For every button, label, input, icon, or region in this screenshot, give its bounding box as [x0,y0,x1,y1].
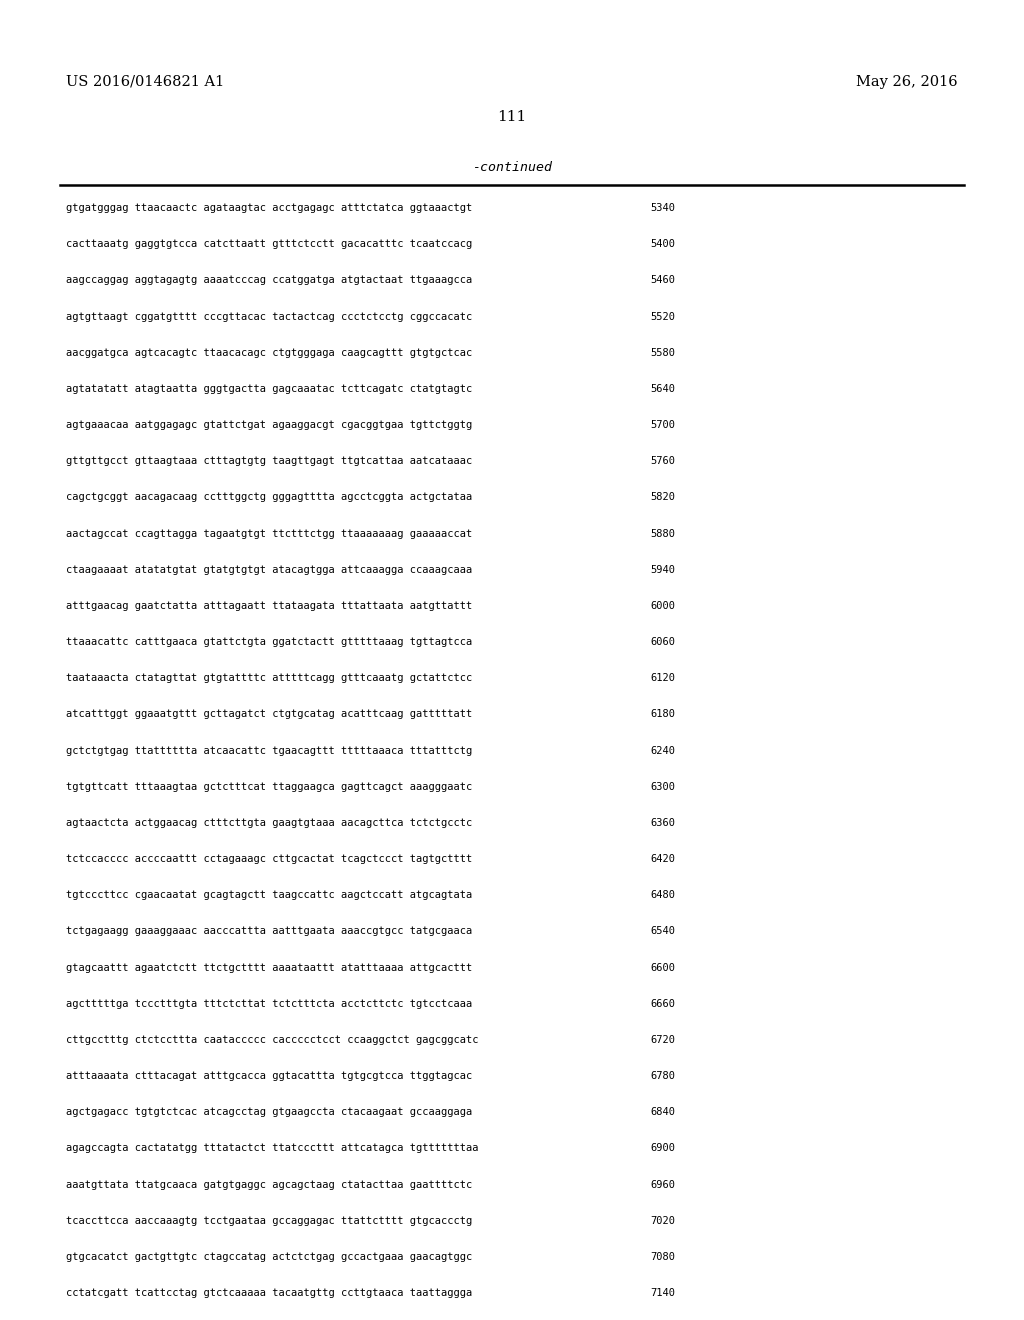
Text: 6240: 6240 [650,746,675,755]
Text: agctgagacc tgtgtctcac atcagcctag gtgaagccta ctacaagaat gccaaggaga: agctgagacc tgtgtctcac atcagcctag gtgaagc… [66,1107,472,1117]
Text: 5640: 5640 [650,384,675,393]
Text: aactagccat ccagttagga tagaatgtgt ttctttctgg ttaaaaaaag gaaaaaccat: aactagccat ccagttagga tagaatgtgt ttctttc… [66,528,472,539]
Text: agagccagta cactatatgg tttatactct ttatcccttt attcatagca tgtttttttaa: agagccagta cactatatgg tttatactct ttatccc… [66,1143,478,1154]
Text: tctccacccc accccaattt cctagaaagc cttgcactat tcagctccct tagtgctttt: tctccacccc accccaattt cctagaaagc cttgcac… [66,854,472,865]
Text: aaatgttata ttatgcaaca gatgtgaggc agcagctaag ctatacttaa gaattttctc: aaatgttata ttatgcaaca gatgtgaggc agcagct… [66,1180,472,1189]
Text: 6120: 6120 [650,673,675,684]
Text: cacttaaatg gaggtgtcca catcttaatt gtttctcctt gacacatttc tcaatccacg: cacttaaatg gaggtgtcca catcttaatt gtttctc… [66,239,472,249]
Text: atttgaacag gaatctatta atttagaatt ttataagata tttattaata aatgttattt: atttgaacag gaatctatta atttagaatt ttataag… [66,601,472,611]
Text: 6420: 6420 [650,854,675,865]
Text: -continued: -continued [472,161,552,174]
Text: tgtgttcatt tttaaagtaa gctctttcat ttaggaagca gagttcagct aaagggaatc: tgtgttcatt tttaaagtaa gctctttcat ttaggaa… [66,781,472,792]
Text: 6540: 6540 [650,927,675,936]
Text: 6600: 6600 [650,962,675,973]
Text: aacggatgca agtcacagtc ttaacacagc ctgtgggaga caagcagttt gtgtgctcac: aacggatgca agtcacagtc ttaacacagc ctgtggg… [66,347,472,358]
Text: 7140: 7140 [650,1288,675,1298]
Text: atcatttggt ggaaatgttt gcttagatct ctgtgcatag acatttcaag gatttttatt: atcatttggt ggaaatgttt gcttagatct ctgtgca… [66,709,472,719]
Text: 6060: 6060 [650,638,675,647]
Text: agtaactcta actggaacag ctttcttgta gaagtgtaaa aacagcttca tctctgcctc: agtaactcta actggaacag ctttcttgta gaagtgt… [66,818,472,828]
Text: 7020: 7020 [650,1216,675,1226]
Text: 7080: 7080 [650,1251,675,1262]
Text: 6300: 6300 [650,781,675,792]
Text: gtgatgggag ttaacaactc agataagtac acctgagagc atttctatca ggtaaactgt: gtgatgggag ttaacaactc agataagtac acctgag… [66,203,472,213]
Text: agtatatatt atagtaatta gggtgactta gagcaaatac tcttcagatc ctatgtagtc: agtatatatt atagtaatta gggtgactta gagcaaa… [66,384,472,393]
Text: gtagcaattt agaatctctt ttctgctttt aaaataattt atatttaaaa attgcacttt: gtagcaattt agaatctctt ttctgctttt aaaataa… [66,962,472,973]
Text: 6360: 6360 [650,818,675,828]
Text: 6840: 6840 [650,1107,675,1117]
Text: 6000: 6000 [650,601,675,611]
Text: ctaagaaaat atatatgtat gtatgtgtgt atacagtgga attcaaagga ccaaagcaaa: ctaagaaaat atatatgtat gtatgtgtgt atacagt… [66,565,472,574]
Text: 6720: 6720 [650,1035,675,1045]
Text: 6660: 6660 [650,999,675,1008]
Text: aagccaggag aggtagagtg aaaatcccag ccatggatga atgtactaat ttgaaagcca: aagccaggag aggtagagtg aaaatcccag ccatgga… [66,276,472,285]
Text: ttaaacattc catttgaaca gtattctgta ggatctactt gtttttaaag tgttagtcca: ttaaacattc catttgaaca gtattctgta ggatcta… [66,638,472,647]
Text: 5460: 5460 [650,276,675,285]
Text: 5580: 5580 [650,347,675,358]
Text: tctgagaagg gaaaggaaac aacccattta aatttgaata aaaccgtgcc tatgcgaaca: tctgagaagg gaaaggaaac aacccattta aatttga… [66,927,472,936]
Text: agtgttaagt cggatgtttt cccgttacac tactactcag ccctctcctg cggccacatc: agtgttaagt cggatgtttt cccgttacac tactact… [66,312,472,322]
Text: gctctgtgag ttatttttta atcaacattc tgaacagttt tttttaaaca tttatttctg: gctctgtgag ttatttttta atcaacattc tgaacag… [66,746,472,755]
Text: 6900: 6900 [650,1143,675,1154]
Text: 6780: 6780 [650,1071,675,1081]
Text: 6180: 6180 [650,709,675,719]
Text: agtgaaacaa aatggagagc gtattctgat agaaggacgt cgacggtgaa tgttctggtg: agtgaaacaa aatggagagc gtattctgat agaagga… [66,420,472,430]
Text: gtgcacatct gactgttgtc ctagccatag actctctgag gccactgaaa gaacagtggc: gtgcacatct gactgttgtc ctagccatag actctct… [66,1251,472,1262]
Text: 5820: 5820 [650,492,675,503]
Text: cctatcgatt tcattcctag gtctcaaaaa tacaatgttg ccttgtaaca taattaggga: cctatcgatt tcattcctag gtctcaaaaa tacaatg… [66,1288,472,1298]
Text: US 2016/0146821 A1: US 2016/0146821 A1 [66,75,224,88]
Text: 5940: 5940 [650,565,675,574]
Text: 5340: 5340 [650,203,675,213]
Text: 5760: 5760 [650,457,675,466]
Text: 5880: 5880 [650,528,675,539]
Text: agctttttga tccctttgta tttctcttat tctctttcta acctcttctc tgtcctcaaa: agctttttga tccctttgta tttctcttat tctcttt… [66,999,472,1008]
Text: 5700: 5700 [650,420,675,430]
Text: atttaaaata ctttacagat atttgcacca ggtacattta tgtgcgtcca ttggtagcac: atttaaaata ctttacagat atttgcacca ggtacat… [66,1071,472,1081]
Text: gttgttgcct gttaagtaaa ctttagtgtg taagttgagt ttgtcattaa aatcataaac: gttgttgcct gttaagtaaa ctttagtgtg taagttg… [66,457,472,466]
Text: cagctgcggt aacagacaag cctttggctg gggagtttta agcctcggta actgctataa: cagctgcggt aacagacaag cctttggctg gggagtt… [66,492,472,503]
Text: cttgcctttg ctctccttta caataccccc caccccctcct ccaaggctct gagcggcatc: cttgcctttg ctctccttta caataccccc caccccc… [66,1035,478,1045]
Text: 111: 111 [498,110,526,124]
Text: May 26, 2016: May 26, 2016 [856,75,958,88]
Text: 6960: 6960 [650,1180,675,1189]
Text: 5520: 5520 [650,312,675,322]
Text: tcaccttcca aaccaaagtg tcctgaataa gccaggagac ttattctttt gtgcaccctg: tcaccttcca aaccaaagtg tcctgaataa gccagga… [66,1216,472,1226]
Text: tgtcccttcc cgaacaatat gcagtagctt taagccattc aagctccatt atgcagtata: tgtcccttcc cgaacaatat gcagtagctt taagcca… [66,890,472,900]
Text: 6480: 6480 [650,890,675,900]
Text: 5400: 5400 [650,239,675,249]
Text: taataaacta ctatagttat gtgtattttc atttttcagg gtttcaaatg gctattctcc: taataaacta ctatagttat gtgtattttc atttttc… [66,673,472,684]
